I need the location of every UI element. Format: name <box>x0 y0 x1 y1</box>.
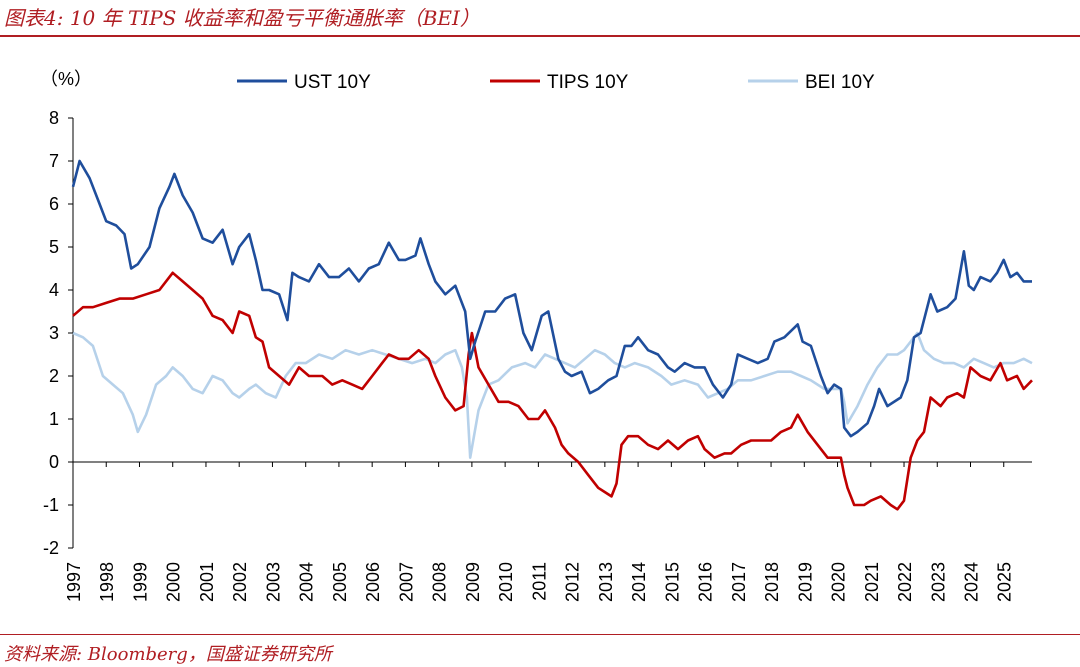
axes: -2 -1 0 1 2 3 4 5 6 7 8 1997 1998 1999 2000 2001 2002 200… <box>43 108 1032 602</box>
y-tick-label: 0 <box>49 452 59 472</box>
y-tick-label: 2 <box>49 366 59 386</box>
y-tick-label: 3 <box>49 323 59 343</box>
x-tick-label: 2021 <box>862 562 882 602</box>
legend-label: UST 10Y <box>294 72 371 93</box>
x-tick-label: 2005 <box>330 562 350 602</box>
x-tick-label: 2017 <box>729 562 749 602</box>
legend: UST 10Y TIPS 10Y BEI 10Y <box>237 72 875 93</box>
x-tick-label: 2010 <box>496 562 516 602</box>
x-tick-label: 2020 <box>829 562 849 602</box>
x-tick-label: 2022 <box>895 562 915 602</box>
figure-title: 图表4: 10 年 TIPS 收益率和盈亏平衡通胀率（BEI） <box>4 6 480 30</box>
x-tick-label: 2019 <box>795 562 815 602</box>
x-tick-label: 1997 <box>64 562 84 602</box>
y-tick-label: -2 <box>43 538 59 558</box>
x-tick-label: 2013 <box>596 562 616 602</box>
x-tick-label: 2016 <box>696 562 716 602</box>
x-tick-label: 2008 <box>430 562 450 602</box>
x-tick-label: 2023 <box>928 562 948 602</box>
x-tick-label: 2015 <box>662 562 682 602</box>
x-tick-label: 2002 <box>230 562 250 602</box>
x-tick-label: 2000 <box>164 562 184 602</box>
y-tick-label: 1 <box>49 409 59 429</box>
x-tick-label: 2007 <box>396 562 416 602</box>
x-tick-label: 2018 <box>762 562 782 602</box>
x-tick-label: 2003 <box>263 562 283 602</box>
x-tick-label: 2001 <box>197 562 217 602</box>
series-line-tips-10y <box>72 271 1033 511</box>
y-tick-label: 6 <box>49 194 59 214</box>
x-tick-label: 1998 <box>97 562 117 602</box>
y-tick-label: 8 <box>49 108 59 128</box>
x-tick-label: 2009 <box>463 562 483 602</box>
footer-rule <box>0 634 1080 635</box>
x-tick-label: 1999 <box>130 562 150 602</box>
x-tick-label: 2025 <box>995 562 1015 602</box>
x-tick-label: 2024 <box>962 562 982 602</box>
legend-label: TIPS 10Y <box>547 72 629 93</box>
source-note: 资料来源: Bloomberg，国盛证券研究所 <box>4 644 332 665</box>
y-tick-label: 7 <box>49 151 59 171</box>
series-layer <box>71 159 1033 511</box>
title-rule <box>0 35 1080 37</box>
x-tick-label: 2004 <box>297 562 317 602</box>
x-tick-label: 2014 <box>629 562 649 602</box>
y-unit-label: （%） <box>40 69 92 89</box>
y-tick-label: 5 <box>49 237 59 257</box>
y-tick-label: -1 <box>43 495 59 515</box>
y-tick-label: 4 <box>49 280 59 300</box>
x-tick-label: 2006 <box>363 562 383 602</box>
line-chart: （%） UST 10Y TIPS 10Y BEI 10Y -2 -1 0 1 2 3 4 5 6 7 8… <box>40 69 1033 602</box>
series-line-bei-10y <box>72 331 1033 459</box>
series-line-ust-10y <box>71 159 1032 438</box>
x-tick-label: 2012 <box>563 562 583 602</box>
x-tick-label: 2011 <box>529 562 549 601</box>
legend-label: BEI 10Y <box>805 72 875 93</box>
